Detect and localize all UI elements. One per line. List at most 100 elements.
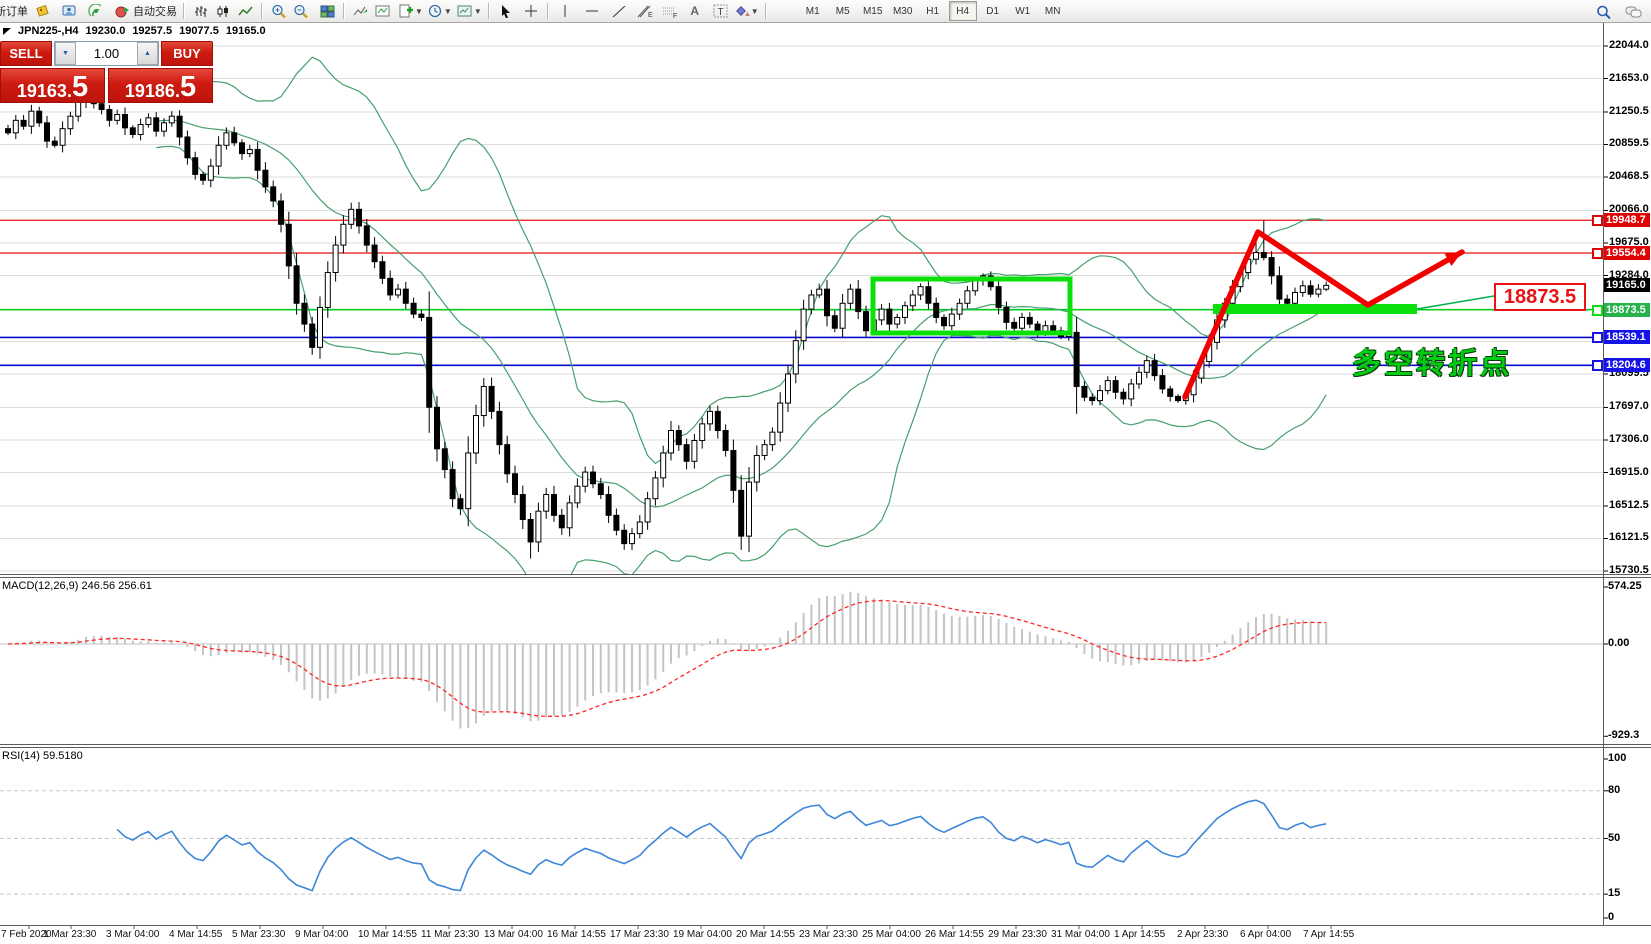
sell-price[interactable]: 19163. 5 (0, 68, 105, 103)
indicators-icon[interactable] (351, 1, 371, 21)
time-axis-label: 9 Mar 04:00 (295, 929, 349, 940)
callout-connector-line (1416, 295, 1495, 310)
time-axis-label: 11 Mar 23:30 (421, 929, 480, 940)
price-tick-label: 21250.5 (1609, 104, 1649, 117)
buy-price[interactable]: 19186. 5 (108, 68, 213, 103)
bar-chart-icon[interactable] (191, 1, 211, 21)
fibonacci-f-tool[interactable]: F (660, 1, 680, 21)
template-button[interactable]: ▼ (457, 1, 482, 21)
ohlc-close: 19165.0 (225, 25, 266, 37)
price-tick-label: 16121.5 (1609, 531, 1649, 544)
price-tick-label: 19284.0 (1609, 268, 1649, 281)
price-tick-label: 21653.0 (1609, 71, 1649, 84)
rsi-scale-label: 100 (1608, 752, 1627, 764)
vertical-line-tool[interactable] (555, 1, 575, 21)
indicators-window-icon[interactable] (373, 1, 393, 21)
volume-value[interactable]: 1.00 (76, 42, 137, 65)
chevron-down-icon: ▼ (415, 6, 423, 16)
price-tick-label: 16915.0 (1609, 465, 1649, 478)
shapes-tool[interactable]: ▼ (735, 1, 759, 21)
rsi-panel (0, 790, 1603, 895)
autotrading-button[interactable]: 自动交易 (115, 1, 177, 21)
rsi-scale-label: 15 (1608, 887, 1621, 900)
text-label-tool[interactable]: T (711, 1, 731, 21)
time-axis-label: 3 Mar 04:00 (106, 929, 160, 940)
line-chart-icon[interactable] (235, 1, 255, 21)
main-toolbar: 新订单 自动交易 (0, 0, 1651, 23)
axis-tag-square (1592, 332, 1603, 344)
toolbar-separator (183, 3, 185, 19)
time-axis-label: 1 Mar 23:30 (43, 929, 97, 940)
turning-point-annotation[interactable]: 多空转折点 (1352, 346, 1513, 380)
timeframe-W1[interactable]: W1 (1015, 5, 1031, 17)
timeframe-M1[interactable]: M1 (805, 5, 820, 17)
chat-icon[interactable] (1624, 2, 1644, 22)
price-tag-18204.6: 18204.6 (1604, 358, 1650, 373)
text-tool[interactable]: A (690, 4, 700, 18)
price-tick-label: 20859.5 (1609, 137, 1649, 150)
time-axis-label: 17 Mar 23:30 (610, 929, 669, 940)
trendline-tool[interactable] (609, 1, 629, 21)
rsi-line (116, 799, 1327, 892)
toolbar-separator (487, 3, 490, 19)
crosshair-icon[interactable] (521, 1, 541, 21)
red-trend-arrow (1182, 229, 1465, 400)
timeframe-M5[interactable]: M5 (835, 5, 850, 17)
macd-signal-line (7, 599, 1327, 717)
timeframe-M30[interactable]: M30 (892, 5, 913, 17)
period-clock-button[interactable]: ▼ (428, 1, 452, 21)
rsi-scale-label: 50 (1608, 831, 1621, 844)
svg-text:T: T (718, 7, 724, 18)
search-icon[interactable] (1594, 2, 1614, 22)
fibonacci-e-tool[interactable]: E (635, 1, 655, 21)
toolbar-separator (343, 3, 345, 19)
toolbar-separator (261, 3, 263, 19)
timeframe-D1[interactable]: D1 (986, 5, 1000, 17)
macd-scale-label: 0.00 (1608, 637, 1630, 649)
add-object-button[interactable]: ▼ (398, 1, 423, 21)
axis-tag-square (1592, 360, 1603, 372)
timeframe-H1[interactable]: H1 (926, 5, 940, 17)
sell-button[interactable]: SELL (0, 41, 52, 66)
macd-scale-label: -929.3 (1608, 729, 1640, 742)
timeframe-H4[interactable]: H4 (948, 1, 977, 21)
svg-text:E: E (648, 12, 653, 18)
symbol-marker-icon (3, 27, 11, 35)
time-axis-label: 20 Mar 14:55 (736, 929, 795, 940)
time-axis-label: 10 Mar 14:55 (358, 929, 417, 940)
macd-label: MACD(12,26,9) 246.56 256.61 (2, 580, 152, 592)
axis-tag-square (1592, 304, 1603, 316)
community-icon[interactable] (59, 1, 79, 21)
chevron-down-icon: ▼ (473, 6, 482, 16)
price-tag-19165.0: 19165.0 (1604, 278, 1650, 293)
price-tick-label: 20468.5 (1609, 170, 1649, 182)
timeframe-MN[interactable]: MN (1044, 5, 1061, 17)
chevron-down-icon: ▼ (750, 6, 759, 16)
price-callout-label[interactable]: 18873.5 (1494, 283, 1586, 311)
timeframe-M15[interactable]: M15 (862, 5, 883, 17)
bollinger-upper (156, 56, 1327, 465)
horizontal-line-tool[interactable] (582, 1, 602, 21)
time-axis-label: 5 Mar 23:30 (232, 929, 286, 940)
candlestick-chart-icon[interactable] (213, 1, 233, 21)
price-tag-icon[interactable] (32, 1, 52, 21)
buy-price-int: 19186 (124, 81, 175, 101)
price-tick-label: 17306.0 (1609, 432, 1649, 445)
buy-button[interactable]: BUY (161, 41, 213, 66)
signals-icon[interactable] (86, 1, 106, 21)
buy-price-dot: . (174, 81, 180, 101)
tile-windows-icon[interactable] (317, 1, 337, 21)
volume-increase-button[interactable]: ▲ (137, 42, 158, 65)
bollinger-lower (156, 145, 1327, 574)
time-axis-label: 19 Mar 04:00 (673, 929, 732, 940)
price-tick-label: 16512.5 (1609, 498, 1649, 511)
macd-panel (0, 591, 1603, 729)
zoom-in-icon[interactable] (269, 1, 289, 21)
new-order-button[interactable]: 新订单 (0, 1, 30, 21)
zoom-out-icon[interactable] (291, 1, 311, 21)
green-range-box (870, 276, 1073, 336)
volume-decrease-button[interactable]: ▼ (55, 42, 76, 65)
cursor-icon[interactable] (496, 1, 516, 21)
